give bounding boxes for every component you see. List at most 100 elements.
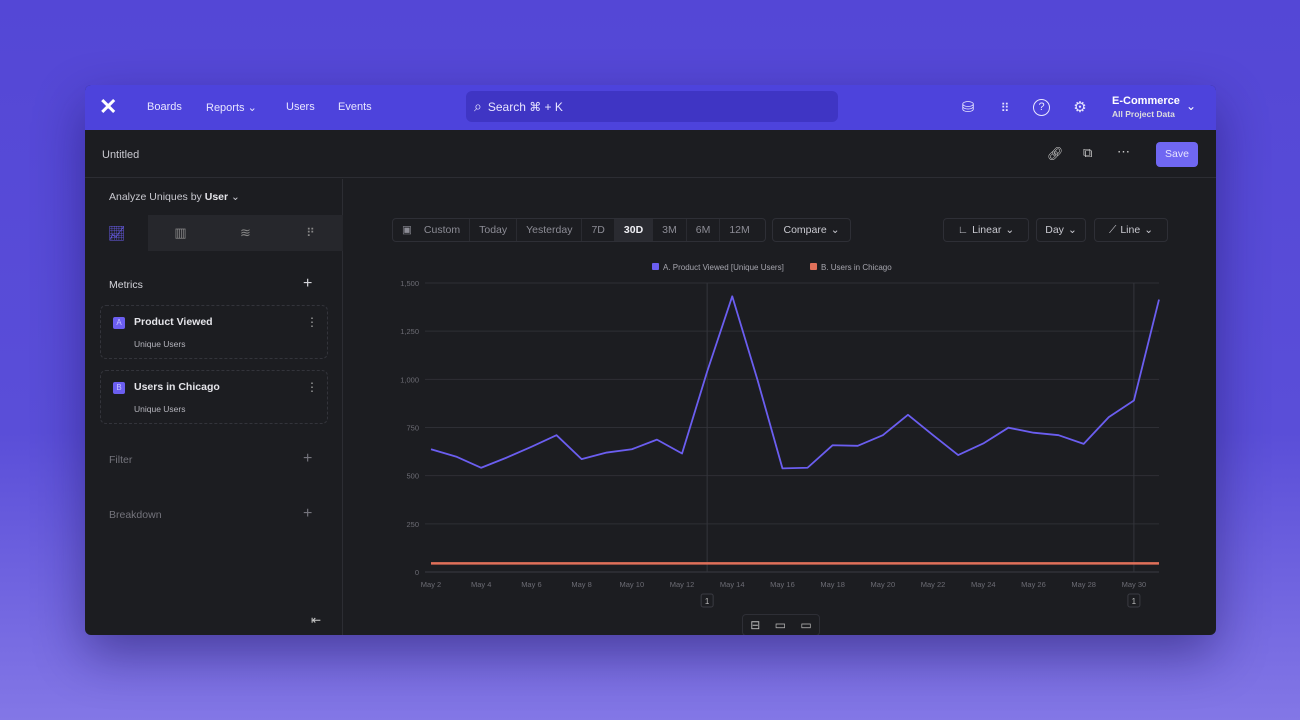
compare-label: Compare	[783, 224, 827, 236]
project-selector[interactable]: E-Commerce All Project Data	[1112, 95, 1180, 119]
y-tick-label: 0	[415, 568, 419, 577]
save-button[interactable]: Save	[1156, 142, 1198, 167]
nav-reports-label: Reports	[206, 102, 245, 114]
add-filter-plus-icon[interactable]: +	[303, 450, 313, 467]
y-tick-label: 750	[406, 424, 419, 433]
add-breakdown-plus-icon[interactable]: +	[303, 505, 313, 522]
chevron-down-icon: ⌄	[231, 191, 240, 203]
table-layout-icon[interactable]: ▭	[800, 618, 812, 632]
x-tick-label: May 24	[971, 580, 996, 589]
mixpanel-logo-icon[interactable]: ✕	[99, 94, 118, 119]
metric-letter-badge: B	[113, 382, 125, 394]
collapse-sidebar-icon[interactable]: ⇤	[311, 613, 322, 627]
apps-grid-icon[interactable]: ⠿	[1000, 101, 1010, 115]
chart-type-label: Line	[1120, 224, 1141, 236]
chevron-down-icon[interactable]: ⌄	[1186, 99, 1197, 113]
kebab-menu-icon[interactable]: ⋮	[306, 380, 318, 394]
chevron-down-icon: ⌄	[1067, 224, 1077, 236]
legend-label: A. Product Viewed [Unique Users]	[663, 263, 784, 272]
search-icon: ⌕	[474, 98, 482, 114]
report-title[interactable]: Untitled	[102, 149, 140, 161]
range-yesterday[interactable]: Yesterday	[517, 219, 583, 241]
scale-label: Linear	[972, 224, 1002, 236]
analyze-label: Analyze Uniques by	[109, 191, 202, 203]
line-chart-icon: ⟋	[1108, 223, 1117, 236]
x-tick-label: May 2	[421, 580, 441, 589]
more-options-icon[interactable]: ⋯	[1117, 144, 1130, 159]
range-7d[interactable]: 7D	[582, 219, 615, 241]
annotation-marker	[700, 593, 714, 608]
app-window: ✕ Boards Reports ⌄ Users Events ⌕ Search …	[85, 85, 1216, 635]
x-tick-label: May 26	[1021, 580, 1046, 589]
settings-gear-icon[interactable]: ⚙	[1073, 99, 1087, 116]
search-placeholder: Search ⌘ + K	[487, 99, 563, 114]
metric-aggregation[interactable]: Unique Users	[134, 404, 186, 414]
x-tick-label: May 4	[471, 580, 491, 589]
annotation-label: 1	[1132, 597, 1137, 606]
duplicate-icon[interactable]: ⧉	[1083, 145, 1093, 160]
split-layout-icon[interactable]: ⊟	[750, 618, 761, 632]
nav-users[interactable]: Users	[286, 101, 315, 113]
metric-name: Product Viewed	[134, 316, 213, 328]
annotation-label: 1	[705, 597, 710, 606]
metric-card-b[interactable]: B Users in Chicago Unique Users ⋮	[100, 370, 328, 424]
legend-swatch	[652, 263, 659, 270]
sidebar: Analyze Uniques by User ⌄ 📈︎ ▥ ≋ ⠟ Metri…	[85, 179, 343, 635]
y-tick-label: 1,000	[400, 375, 419, 384]
layout-toggle: ⊟ ▭ ▭	[742, 614, 820, 635]
x-tick-label: May 6	[521, 580, 541, 589]
analyze-value: User	[204, 191, 229, 203]
range-custom[interactable]: Custom	[415, 219, 471, 241]
range-6m[interactable]: 6M	[687, 219, 721, 241]
x-tick-label: May 12	[670, 580, 695, 589]
y-tick-label: 1,250	[400, 327, 419, 336]
y-tick-label: 1,500	[400, 279, 419, 288]
metric-card-a[interactable]: A Product Viewed Unique Users ⋮	[100, 305, 328, 359]
analyze-uniques-selector[interactable]: Analyze Uniques by User ⌄	[109, 191, 240, 203]
range-30d[interactable]: 30D	[614, 219, 654, 241]
metric-aggregation[interactable]: Unique Users	[134, 339, 186, 349]
data-settings-icon[interactable]: ⛁	[961, 99, 975, 116]
nav-reports[interactable]: Reports ⌄	[206, 101, 257, 114]
flows-icon[interactable]: ≋	[213, 215, 278, 251]
metrics-label: Metrics	[109, 279, 143, 291]
top-nav: ✕ Boards Reports ⌄ Users Events ⌕ Search …	[85, 85, 1216, 130]
y-tick-label: 500	[406, 472, 419, 481]
nav-events[interactable]: Events	[338, 101, 372, 113]
kebab-menu-icon[interactable]: ⋮	[306, 315, 318, 329]
chevron-down-icon: ⌄	[1144, 224, 1154, 236]
nav-boards[interactable]: Boards	[147, 101, 182, 113]
interval-dropdown[interactable]: Day ⌄	[1036, 218, 1086, 242]
chevron-down-icon: ⌄	[247, 102, 257, 114]
funnels-icon[interactable]: ▥	[148, 215, 213, 251]
x-tick-label: May 30	[1122, 580, 1147, 589]
compare-dropdown[interactable]: Compare ⌄	[772, 218, 851, 242]
add-metric-plus-icon[interactable]: +	[303, 275, 313, 292]
x-tick-label: May 8	[571, 580, 591, 589]
x-tick-label: May 18	[820, 580, 845, 589]
link-icon[interactable]: 🔗︎	[1047, 146, 1064, 161]
chevron-down-icon: ⌄	[830, 224, 840, 236]
interval-label: Day	[1045, 224, 1064, 236]
search-input[interactable]: ⌕ Search ⌘ + K	[466, 91, 838, 122]
help-icon[interactable]: ?	[1033, 99, 1050, 116]
legend-swatch	[810, 263, 817, 270]
filter-label: Filter	[109, 454, 133, 466]
chevron-down-icon: ⌄	[1005, 224, 1015, 236]
range-today[interactable]: Today	[470, 219, 518, 241]
breakdown-label: Breakdown	[109, 509, 162, 521]
report-header: Untitled 🔗︎ ⧉ ⋯ Save	[85, 130, 1216, 178]
chart-type-dropdown[interactable]: ⟋ Line ⌄	[1094, 218, 1168, 242]
project-name: E-Commerce	[1112, 95, 1180, 107]
range-12m[interactable]: 12M	[729, 224, 750, 236]
x-tick-label: May 16	[770, 580, 795, 589]
metric-letter-badge: A	[113, 317, 125, 329]
x-tick-label: May 22	[921, 580, 946, 589]
x-tick-label: May 28	[1071, 580, 1096, 589]
scale-dropdown[interactable]: ∟ Linear ⌄	[943, 218, 1029, 242]
range-3m[interactable]: 3M	[653, 219, 687, 241]
x-tick-label: May 20	[871, 580, 896, 589]
retention-icon[interactable]: ⠟	[278, 215, 343, 251]
insights-chart-icon[interactable]: 📈︎	[107, 225, 126, 241]
chart-only-layout-icon[interactable]: ▭	[774, 618, 787, 632]
